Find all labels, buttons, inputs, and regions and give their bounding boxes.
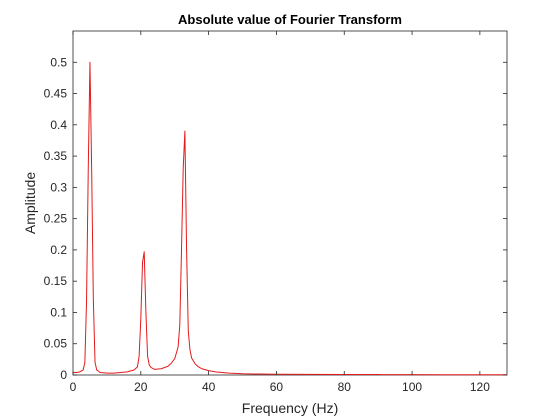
x-tick-label: 20 bbox=[134, 380, 148, 394]
plot-area bbox=[72, 30, 508, 376]
y-tick-label: 0 bbox=[60, 368, 67, 382]
y-axis-label: Amplitude bbox=[22, 172, 38, 234]
y-tick-label: 0.05 bbox=[44, 337, 68, 351]
y-tick-label: 0.45 bbox=[44, 87, 68, 101]
spectrum-line bbox=[73, 61, 507, 376]
x-axis-ticks: 0 20 40 60 80 100 120 bbox=[70, 31, 490, 394]
y-axis-ticks: 0 0.05 0.1 0.15 0.2 0.25 0.3 0.35 0.4 0.45 0.5 bbox=[44, 55, 507, 382]
y-tick-label: 0.3 bbox=[50, 180, 67, 194]
y-tick-label: 0.15 bbox=[44, 274, 68, 288]
x-axis-label: Frequency (Hz) bbox=[242, 400, 338, 416]
x-tick-label: 60 bbox=[270, 380, 284, 394]
y-tick-label: 0.5 bbox=[50, 55, 67, 69]
x-tick-label: 100 bbox=[402, 380, 422, 394]
y-tick-label: 0.4 bbox=[50, 118, 67, 132]
chart-title: Absolute value of Fourier Transform bbox=[178, 12, 402, 27]
x-tick-label: 80 bbox=[338, 380, 352, 394]
data-layer bbox=[73, 61, 507, 376]
y-tick-label: 0.1 bbox=[50, 305, 67, 319]
x-tick-label: 120 bbox=[470, 380, 490, 394]
y-tick-label: 0.35 bbox=[44, 149, 68, 163]
y-tick-label: 0.25 bbox=[44, 212, 68, 226]
x-tick-label: 0 bbox=[70, 380, 77, 394]
y-tick-label: 0.2 bbox=[50, 243, 67, 257]
x-tick-label: 40 bbox=[202, 380, 216, 394]
